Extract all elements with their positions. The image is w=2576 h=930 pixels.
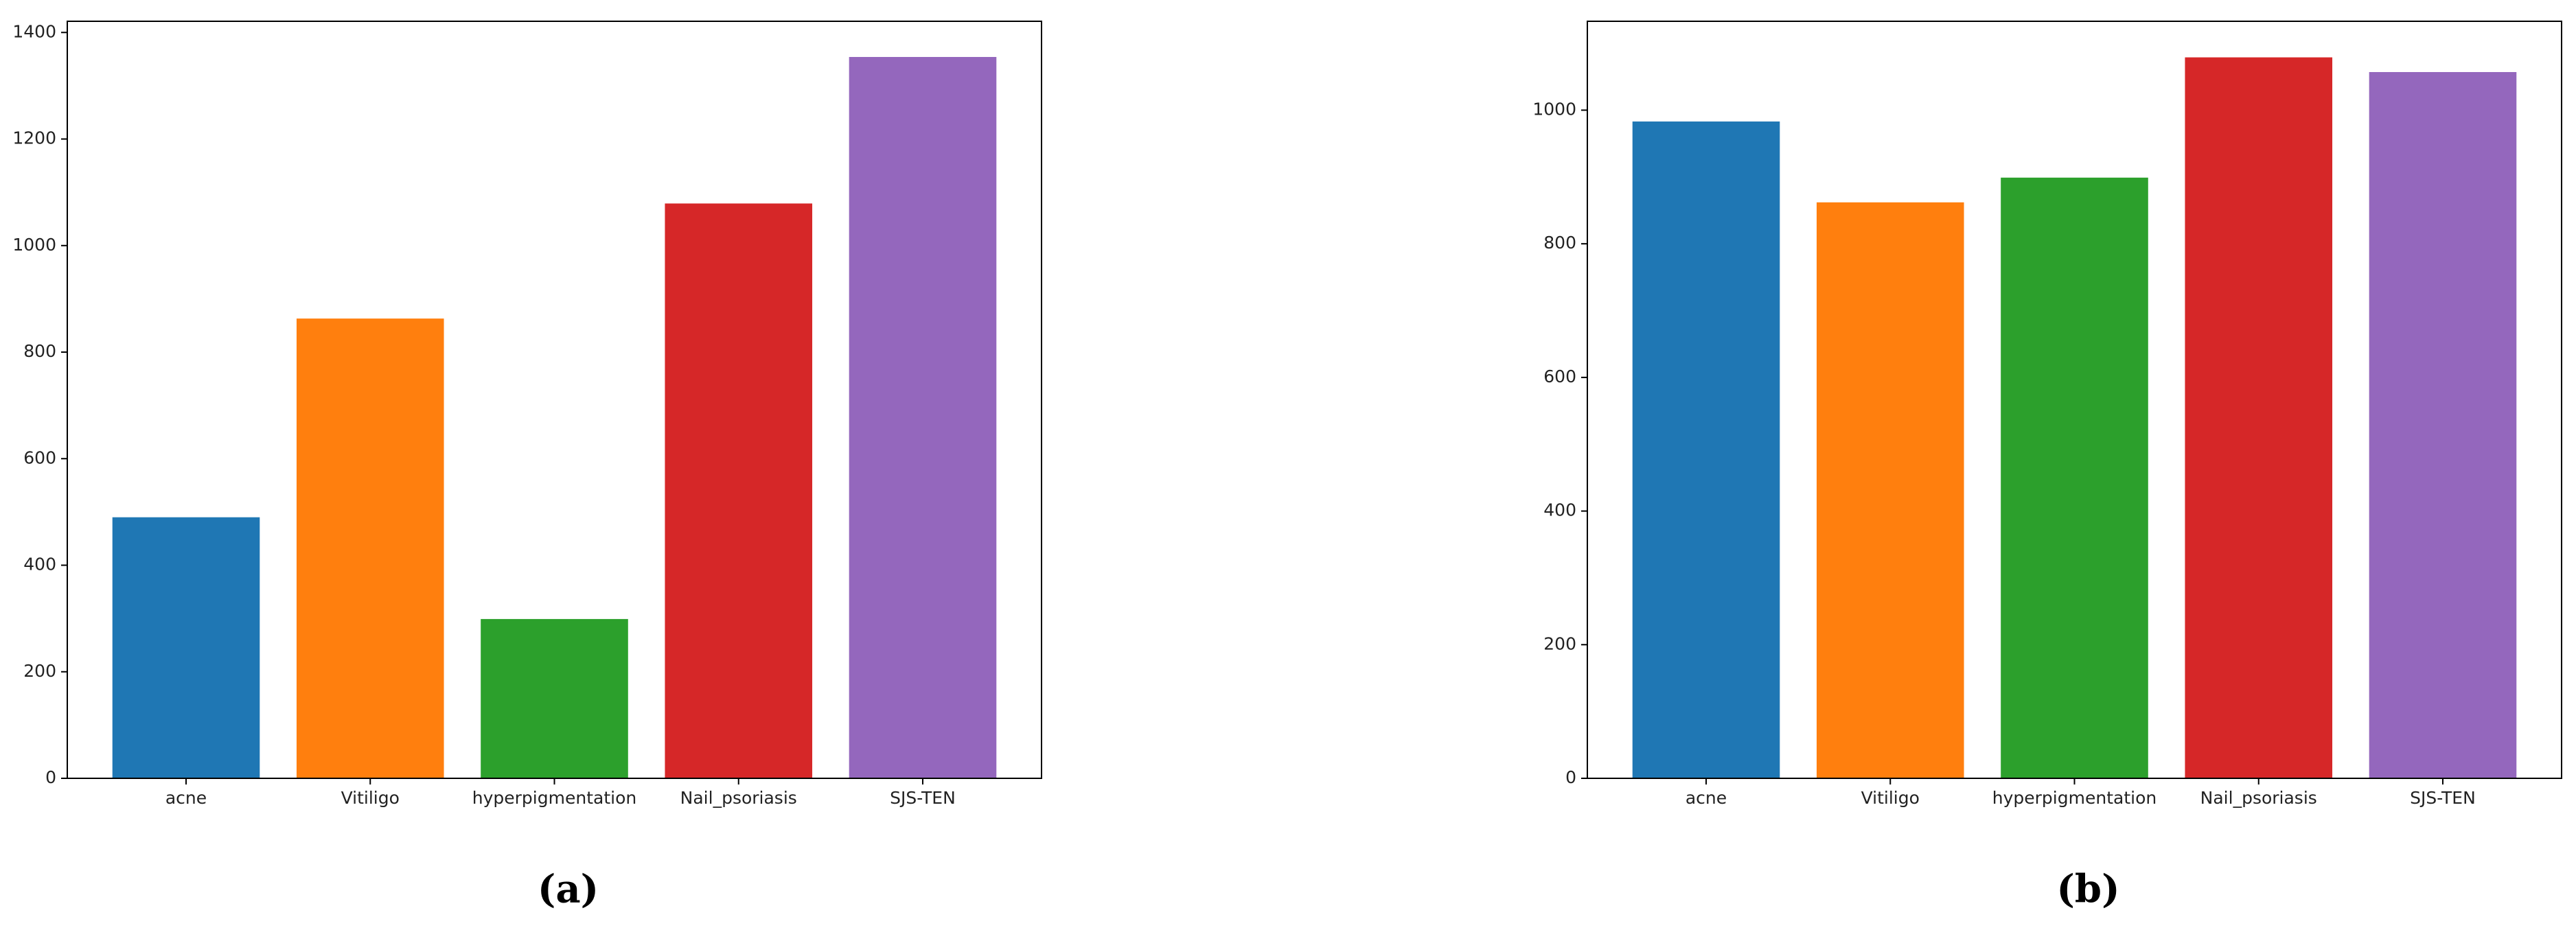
y-tick-label: 400 [23,555,56,574]
y-tick-label: 800 [1543,233,1576,253]
y-tick-label: 1000 [1532,99,1576,119]
x-tick-label: Nail_psoriasis [680,788,797,808]
x-tick-label: SJS-TEN [2410,788,2476,808]
bar [1816,202,1964,779]
y-tick-label: 1400 [12,21,56,41]
x-tick-label: Nail_psoriasis [2200,788,2317,808]
bar [112,517,260,778]
x-tick-label: hyperpigmentation [472,788,636,808]
y-tick-label: 600 [1543,367,1576,386]
bar [665,203,813,778]
chart-caption: (b) [2056,867,2119,912]
bar [481,618,628,778]
x-tick-label: Vitiligo [341,788,400,808]
bar [2369,71,2517,778]
axes-frame [1587,21,2562,779]
y-tick-label: 1200 [12,128,56,148]
x-tick-label: hyperpigmentation [1992,788,2157,808]
bar [2185,57,2333,778]
y-tick-label: 200 [23,661,56,681]
y-tick-label: 600 [23,447,56,467]
y-tick-label: 0 [45,767,56,787]
x-tick-label: acne [165,788,207,808]
axes-frame [67,21,1042,779]
x-tick-label: SJS-TEN [890,788,956,808]
y-tick-label: 0 [1565,767,1576,787]
bar [296,318,444,778]
chart-caption: (a) [538,867,599,912]
x-tick-label: Vitiligo [1861,788,1920,808]
y-tick-label: 200 [1543,633,1576,653]
x-tick-label: acne [1686,788,1727,808]
bar [1632,121,1780,778]
y-tick-label: 1000 [12,235,56,255]
bar [2001,177,2148,778]
y-tick-label: 800 [23,341,56,361]
bar [849,57,997,778]
y-tick-label: 400 [1543,500,1576,520]
